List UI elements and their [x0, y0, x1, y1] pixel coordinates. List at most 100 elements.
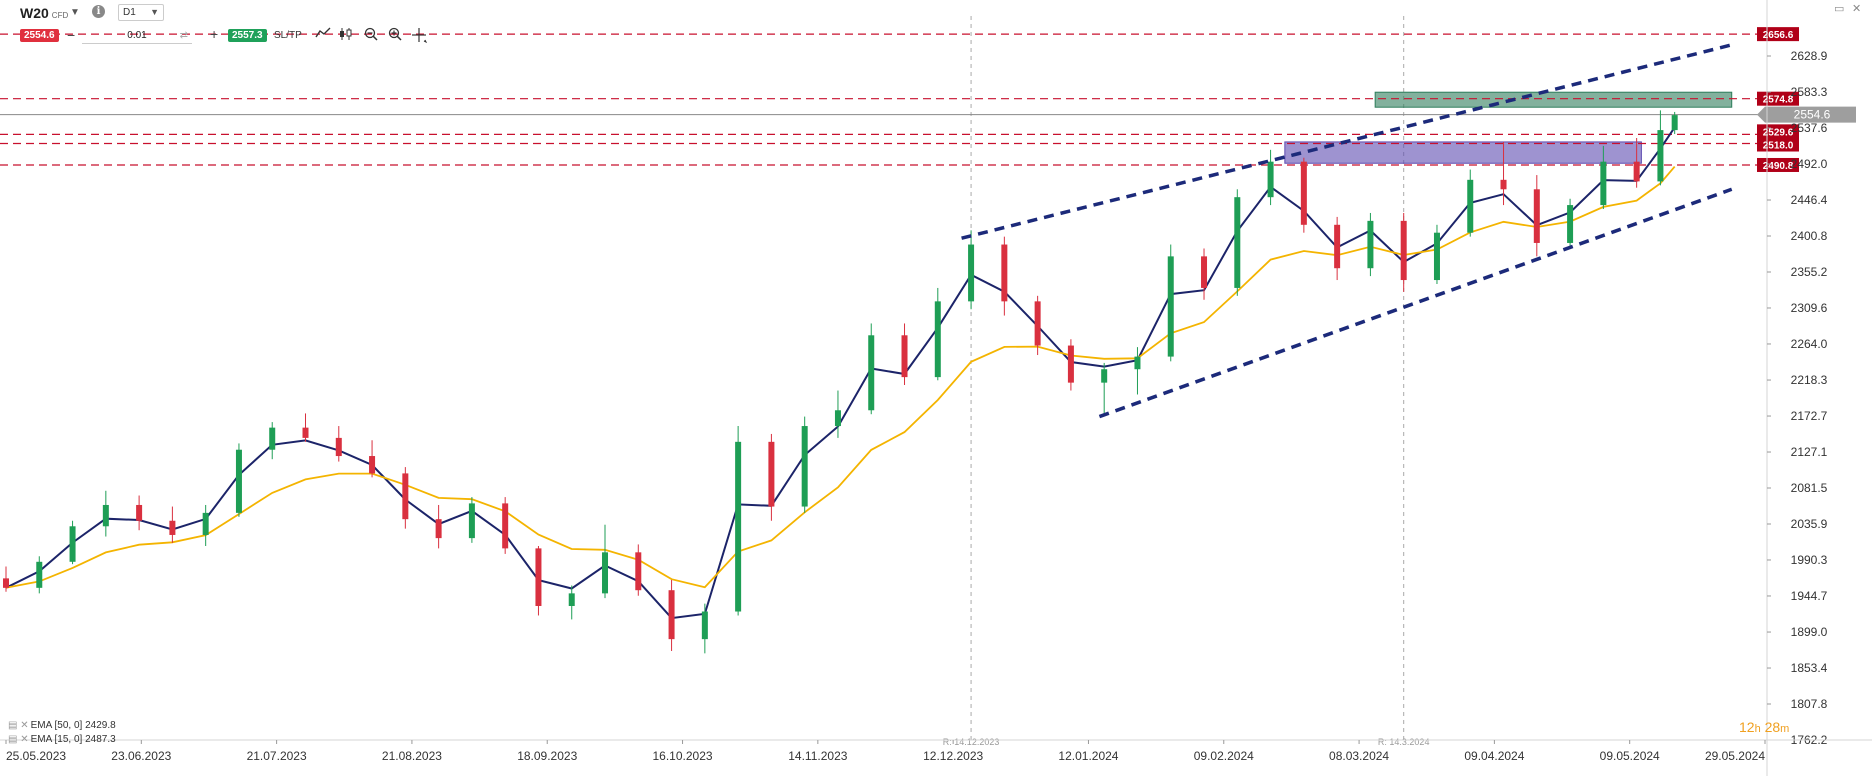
date-axis-label: 21.07.2023: [247, 749, 307, 763]
price-axis-label: 2127.1: [1791, 445, 1828, 459]
candle-body: [136, 504, 143, 521]
chevron-down-icon: ▼: [150, 7, 159, 17]
candle-body: [1367, 220, 1374, 269]
zone-support: [1284, 141, 1642, 164]
date-axis-label: 09.05.2024: [1600, 749, 1660, 763]
increase-lot-button[interactable]: +: [210, 26, 219, 42]
timer-hours: 12: [1739, 719, 1755, 735]
timeframe-select[interactable]: D1 ▼: [118, 4, 164, 21]
price-axis-label: 2446.4: [1791, 193, 1828, 207]
date-axis-label: 29.05.2024: [1705, 749, 1765, 763]
close-icon[interactable]: ✕: [1852, 3, 1862, 15]
legend-ema-50[interactable]: ▤ ✕ EMA [50, 0] 2429.8: [8, 720, 116, 731]
chevron-down-icon[interactable]: ▼: [70, 7, 80, 18]
date-axis-label: 09.02.2024: [1194, 749, 1254, 763]
candle-body: [934, 301, 941, 378]
date-axis-label: 09.04.2024: [1464, 749, 1524, 763]
level-price-label: 2574.8: [1763, 95, 1794, 106]
candle-body: [369, 456, 376, 474]
candle-body: [502, 503, 509, 549]
candle-body: [801, 426, 808, 507]
candle-body: [568, 593, 575, 606]
date-axis-label: 16.10.2023: [653, 749, 713, 763]
date-axis-label: 18.09.2023: [517, 749, 577, 763]
legend-ema-15[interactable]: ▤ ✕ EMA [15, 0] 2487.3: [8, 734, 116, 745]
buy-button[interactable]: 2557.3: [228, 29, 267, 42]
candle-body: [1300, 161, 1307, 225]
candle-body: [668, 590, 675, 640]
candles-layer: [3, 110, 1678, 654]
candle-body: [69, 526, 76, 562]
candle-body: [635, 552, 642, 591]
candle-body: [1334, 224, 1341, 269]
line-chart-icon[interactable]: [314, 27, 332, 43]
timer-minutes: 28: [1764, 719, 1781, 735]
zoom-in-icon[interactable]: [386, 27, 404, 43]
candle-body: [1671, 115, 1678, 131]
candle-countdown: 12h 28m: [1739, 719, 1789, 735]
lot-size-value: 0.01: [127, 30, 147, 41]
level-price-label: 2529.6: [1763, 127, 1794, 138]
ema-line: [5, 126, 1676, 620]
price-axis-label: 2172.7: [1791, 409, 1828, 423]
window-icon[interactable]: ▭: [1834, 3, 1845, 15]
date-axis-label: 12.12.2023: [923, 749, 983, 763]
decrease-lot-button[interactable]: −: [67, 27, 76, 43]
candle-body: [1167, 256, 1174, 357]
date-axis-label: 08.03.2024: [1329, 749, 1389, 763]
sltp-button[interactable]: SL/TP: [274, 30, 302, 41]
candle-body: [102, 504, 109, 527]
candle-body: [1267, 161, 1274, 198]
info-icon[interactable]: i: [92, 5, 105, 18]
price-axis-label: 1807.8: [1791, 697, 1828, 711]
lot-size-input[interactable]: 0.01 ⇄: [82, 28, 192, 44]
candle-body: [1633, 161, 1640, 182]
sell-button[interactable]: 2554.6: [20, 29, 59, 42]
legend-label: EMA [15, 0] 2487.3: [30, 734, 116, 745]
swap-icon[interactable]: ⇄: [179, 30, 188, 41]
price-axis-label: 2400.8: [1791, 229, 1828, 243]
candle-body: [202, 512, 209, 535]
candle-body: [1234, 197, 1241, 288]
price-axis-label: 2309.6: [1791, 301, 1828, 315]
candlestick-icon[interactable]: [337, 27, 355, 43]
legend-toggle-icon[interactable]: ▤ ✕: [8, 720, 29, 731]
candle-body: [1433, 232, 1440, 281]
levels-layer: 2656.6 2574.8 2529.6 2518.0 2490.8 2554.6: [0, 27, 1856, 172]
date-axis-label: 14.11.2023: [788, 749, 847, 763]
price-axis-label: 1853.4: [1791, 661, 1828, 675]
crosshair-icon[interactable]: [410, 27, 428, 44]
zoom-out-icon[interactable]: [362, 27, 380, 43]
event-marker-label: R: 14.12.2023: [943, 737, 1000, 747]
candle-body: [602, 552, 609, 594]
price-axis-label: 2218.3: [1791, 373, 1828, 387]
chart-toolbar: W20 CFD ▼ i D1 ▼ 2554.6 − 0.01 ⇄ + 2557.3 S…: [0, 0, 1872, 50]
price-axis-label: 2583.3: [1791, 85, 1828, 99]
price-axis-label: 1990.3: [1791, 553, 1828, 567]
date-axis-label: 21.08.2023: [382, 749, 442, 763]
current-price-label: 2554.6: [1794, 108, 1831, 122]
candle-body: [468, 503, 475, 539]
candle-body: [768, 441, 775, 507]
level-price-label: 2518.0: [1763, 141, 1794, 152]
candle-body: [36, 561, 43, 588]
price-axis-label: 2355.2: [1791, 265, 1828, 279]
candle-body: [968, 244, 975, 302]
symbol-type: CFD: [51, 11, 69, 20]
candle-body: [3, 578, 9, 588]
grid-layer: R: 14.12.2023 R: 14.3.2024: [943, 16, 1430, 747]
candle-body: [701, 611, 708, 640]
candle-body: [235, 449, 242, 513]
legend-label: EMA [50, 0] 2429.8: [30, 720, 116, 731]
trendline-channel-upper: [961, 43, 1733, 240]
current-price-tag: [1757, 106, 1856, 123]
price-axis-label: 1944.7: [1791, 589, 1828, 603]
zones-layer: [1284, 91, 1733, 164]
legend-toggle-icon[interactable]: ▤ ✕: [8, 734, 29, 745]
event-marker-label: R: 14.3.2024: [1378, 737, 1430, 747]
candle-body: [1533, 189, 1540, 243]
symbol-label[interactable]: W20 CFD: [20, 5, 69, 21]
candle-body: [868, 335, 875, 411]
